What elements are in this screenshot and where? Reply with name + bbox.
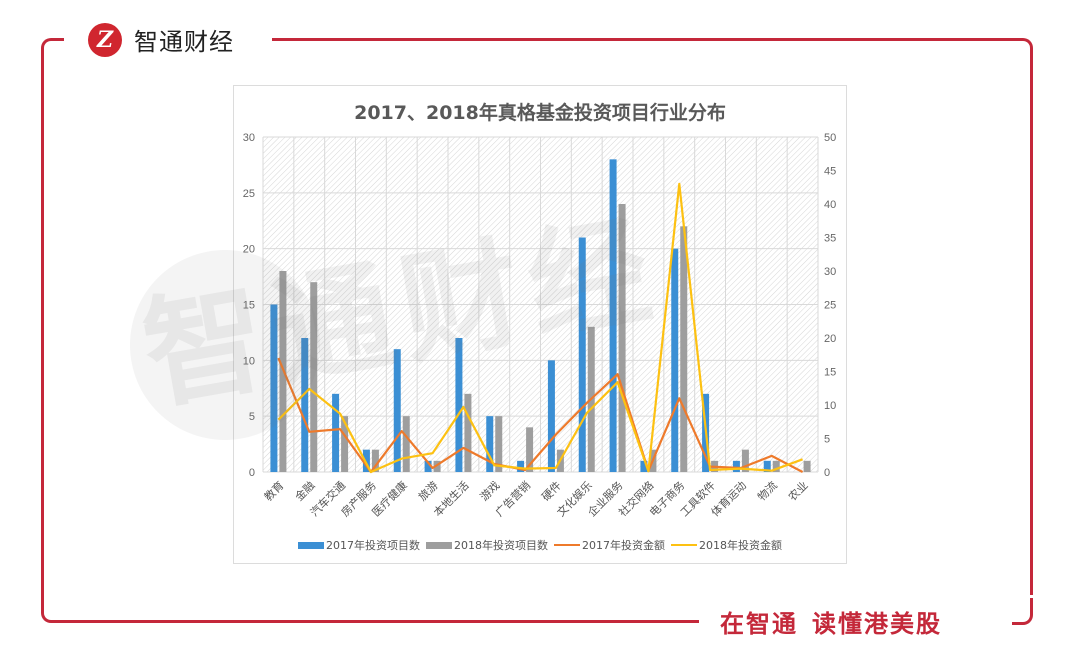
y-right-tick-label: 45 [824,166,836,178]
bar-2017-count [362,449,370,472]
bar-2018-count [371,449,379,472]
bar-2017-count [763,460,771,472]
bar-2017-count [301,338,309,472]
y-right-tick-label: 0 [824,467,830,479]
bar-2017-count [640,460,648,472]
frame-top-right [272,38,1033,55]
chart-legend: 2017年投资项目数 2018年投资项目数 2017年投资金额 2018年投资金额 [234,537,846,553]
bar-2018-count [341,416,349,472]
brand-logo: Z 智通财经 [88,22,242,57]
slogan-part2: 读懂港美股 [812,610,942,638]
legend-line-swatch-icon [671,544,697,546]
legend-bar-swatch-icon [426,541,452,549]
legend-label: 2017年投资金额 [582,539,665,552]
x-category-label: 物流 [754,478,779,503]
zhitong-logo-icon: Z [88,22,122,57]
y-right-tick-label: 20 [824,333,836,345]
y-right-tick-label: 25 [824,300,836,312]
bar-2017-count [455,338,463,472]
bar-2017-count [547,360,555,472]
bar-2018-count [680,226,688,472]
slogan: 在智通 读懂港美股 [712,604,950,639]
bar-2018-count [526,427,534,472]
bar-2017-count [732,460,740,472]
y-left-tick-label: 30 [243,132,255,144]
line-2017-amount [277,357,804,474]
bar-2017-count [517,460,525,472]
frame-bottom-left [41,596,699,623]
y-left-tick-label: 0 [249,467,255,479]
legend-item: 2018年投资金额 [671,537,782,553]
frame-right [1030,50,1033,595]
bar-2017-count [332,393,340,472]
line-2018-amount [277,182,803,474]
bar-2018-count [464,393,472,472]
bar-2017-count [270,304,278,472]
chart-container: 2017、2018年真格基金投资项目行业分布 0 5 10 15 20 25 30 0 5 10 1… [233,85,847,564]
legend-item: 2017年投资金额 [554,537,665,553]
frame-bottom-right [1012,598,1033,625]
legend-item: 2017年投资项目数 [298,537,420,553]
bar-2017-count [424,460,432,472]
bar-2018-count [772,460,780,472]
y-right-tick-label: 5 [824,434,830,446]
x-category-label: 农业 [785,478,810,503]
bar-2017-count [393,349,401,472]
y-right-tick-label: 10 [824,400,836,412]
y-right-tick-label: 15 [824,367,836,379]
brand-name: 智通财经 [134,28,234,56]
legend-bar-swatch-icon [298,541,324,549]
y-left-tick-label: 25 [243,188,255,200]
bar-2017-count [671,248,679,472]
bar-2018-count [741,449,749,472]
y-left-tick-label: 10 [243,355,255,367]
y-left-tick-label: 20 [243,244,255,256]
legend-label: 2018年投资金额 [699,539,782,552]
x-category-label: 硬件 [539,479,564,504]
bar-2018-count [495,416,503,472]
bar-2017-count [486,416,494,472]
bar-2017-count [578,237,586,472]
bar-2017-count [609,159,617,472]
bar-2018-count [402,416,410,472]
legend-label: 2018年投资项目数 [454,539,548,552]
x-category-label: 金融 [292,478,317,503]
bar-2018-count [618,204,626,472]
bar-2018-count [803,460,811,472]
frame-top-left [41,38,64,55]
x-category-label: 游戏 [478,479,503,504]
legend-item: 2018年投资项目数 [426,537,548,553]
y-right-tick-label: 40 [824,199,836,211]
frame-left [41,50,44,610]
y-right-tick-label: 35 [824,233,836,245]
y-left-tick-label: 5 [249,411,255,423]
x-category-label: 旅游 [415,478,440,503]
x-category-label: 教育 [261,478,286,503]
y-left-tick-label: 15 [243,300,255,312]
bar-2018-count [433,460,441,472]
slogan-part1: 在智通 [720,610,798,638]
y-right-tick-label: 50 [824,132,836,144]
legend-label: 2017年投资项目数 [326,539,420,552]
legend-line-swatch-icon [554,544,580,546]
bar-2018-count [310,282,318,472]
chart-title: 2017、2018年真格基金投资项目行业分布 [354,102,726,124]
y-right-tick-label: 30 [824,266,836,278]
